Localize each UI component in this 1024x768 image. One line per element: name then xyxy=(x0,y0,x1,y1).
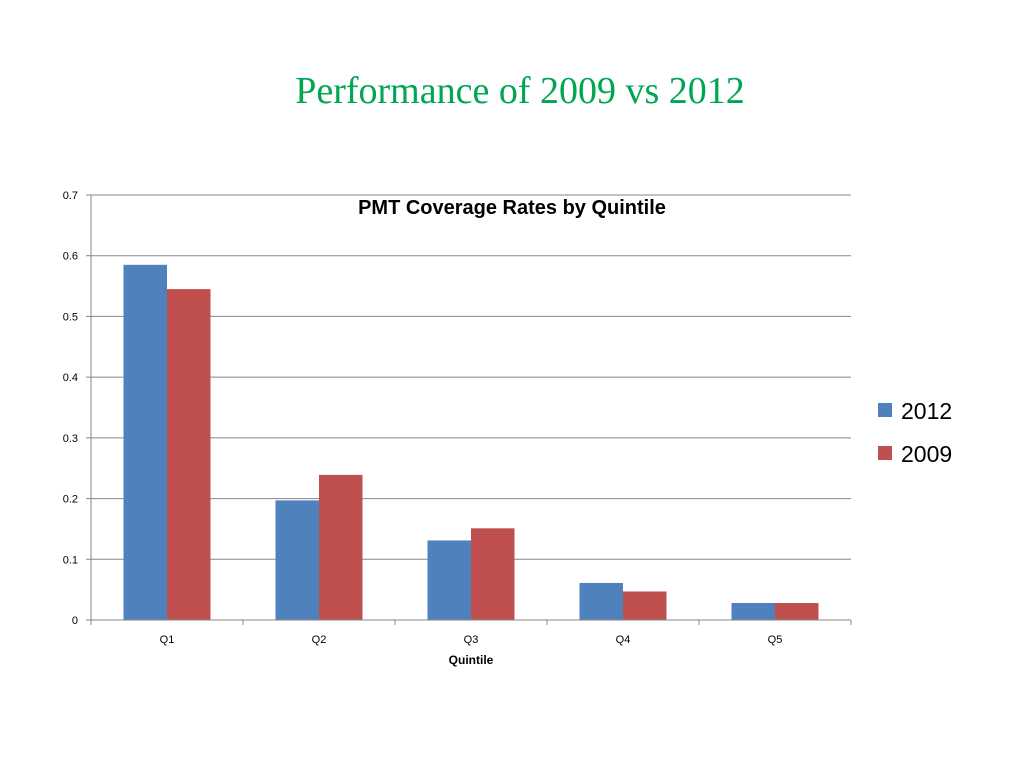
x-axis-title: Quintile xyxy=(449,653,494,667)
y-tick-label: 0.4 xyxy=(63,372,78,384)
axes: 0 0.1 0.2 0.3 0.4 0.5 0.6 0.7 Q1 Q2 Q3 Q4 Q5 xyxy=(63,190,852,646)
bar-2009-Q3 xyxy=(471,528,515,620)
x-tick-label: Q3 xyxy=(464,634,479,646)
legend: 2012 2009 xyxy=(878,398,952,467)
bar-2012-Q2 xyxy=(275,500,319,620)
bar-2009-Q4 xyxy=(623,591,667,620)
legend-swatch-2012 xyxy=(878,403,892,417)
y-tick-label: 0.2 xyxy=(63,494,78,506)
bar-2012-Q5 xyxy=(731,603,775,620)
bar-2009-Q5 xyxy=(775,603,819,620)
chart-title: PMT Coverage Rates by Quintile xyxy=(358,197,666,219)
x-tick-label: Q2 xyxy=(312,634,327,646)
bar-2012-Q4 xyxy=(579,582,623,620)
y-tick-label: 0.1 xyxy=(63,554,78,566)
bar-2009-Q2 xyxy=(319,474,363,620)
bars xyxy=(123,264,819,620)
x-tick-label: Q4 xyxy=(616,634,631,646)
bar-2009-Q1 xyxy=(167,289,211,620)
x-tick-label: Q1 xyxy=(160,634,175,646)
y-tick-label: 0 xyxy=(72,615,78,627)
y-tick-label: 0.6 xyxy=(63,251,78,263)
y-tick-label: 0.7 xyxy=(63,190,78,202)
gridlines xyxy=(91,194,851,560)
y-tick-label: 0.5 xyxy=(63,311,78,323)
x-tick-label: Q5 xyxy=(768,634,783,646)
bar-2012-Q1 xyxy=(123,264,167,620)
legend-label-2012: 2012 xyxy=(901,398,952,424)
legend-label-2009: 2009 xyxy=(901,441,952,467)
slide-title: Performance of 2009 vs 2012 xyxy=(295,70,745,112)
bar-2012-Q3 xyxy=(427,540,471,620)
legend-swatch-2009 xyxy=(878,446,892,460)
y-tick-label: 0.3 xyxy=(63,433,78,445)
